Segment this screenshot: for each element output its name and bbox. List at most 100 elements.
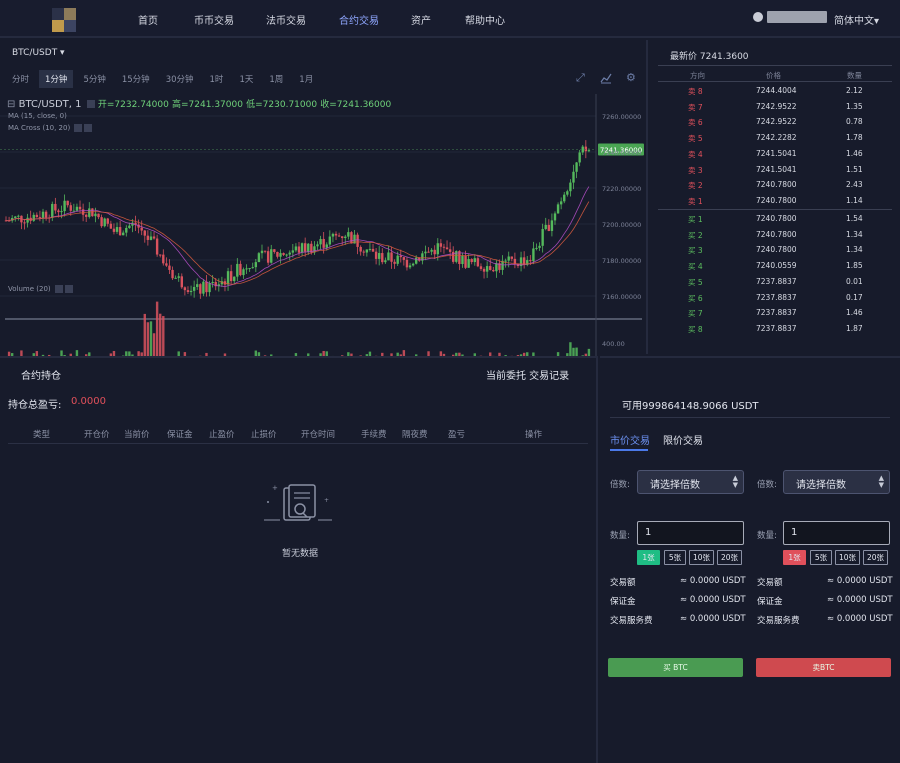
candle-body [387, 252, 390, 261]
sell-qty-chip-1[interactable]: 5张 [810, 550, 832, 565]
candle-body [550, 220, 554, 231]
candle-body [467, 259, 470, 268]
close-icon[interactable] [64, 285, 73, 293]
svg-text:+: + [324, 497, 329, 504]
volume-bar [162, 316, 165, 370]
sell-leverage-label: 倍数: [757, 480, 777, 490]
candle-body [452, 251, 455, 262]
nav-item-3[interactable]: 合约交易 [339, 16, 379, 27]
fullscreen-icon[interactable]: ⤢ [576, 71, 585, 84]
bid-side: 买 8 [688, 324, 703, 334]
column-header: 开仓价 [84, 430, 110, 440]
ask-row[interactable]: 卖 2 7240.7800 2.43 [650, 177, 900, 192]
nav-item-5[interactable]: 帮助中心 [465, 16, 505, 27]
candle-body [214, 281, 217, 287]
tab-limit-order[interactable]: 限价交易 [663, 436, 703, 447]
interval-tab-7[interactable]: 1周 [269, 75, 284, 85]
top-nav: 首页 币币交易 法币交易 合约交易 资产 帮助中心 简体中文▾ [0, 0, 900, 38]
buy-qty-chip-3[interactable]: 20张 [717, 550, 742, 565]
close-icon[interactable] [84, 124, 93, 132]
buy-qty-chip-0[interactable]: 1张 [637, 550, 660, 565]
candle-body [263, 250, 267, 252]
sell-qty-chip-3[interactable]: 20张 [863, 550, 888, 565]
nav-item-1[interactable]: 币币交易 [194, 16, 234, 27]
sell-qty-input[interactable]: 1 [783, 521, 890, 545]
buy-btc-button[interactable]: 买 BTC [608, 658, 743, 677]
ask-row[interactable]: 卖 6 7242.9522 0.78 [650, 114, 900, 129]
user-menu[interactable] [753, 11, 827, 23]
eye-icon[interactable] [86, 100, 95, 108]
pair-selector[interactable]: BTC/USDT ▾ [12, 48, 65, 58]
bid-row[interactable]: 买 8 7237.8837 1.87 [650, 321, 900, 336]
buy-leverage-select[interactable]: 请选择倍数 ▲ ▼ [637, 470, 744, 494]
buy-info-label: 保证金 [610, 597, 636, 607]
candle-body [402, 257, 406, 260]
candle-body [458, 251, 461, 265]
ask-row[interactable]: 卖 8 7244.4004 2.12 [650, 83, 900, 98]
candle-body [260, 250, 264, 254]
moving-average-line [5, 186, 590, 288]
candle-body [337, 235, 341, 237]
volume-bar [149, 321, 153, 370]
bid-row[interactable]: 买 5 7237.8837 0.01 [650, 274, 900, 289]
settings-gear-icon[interactable]: ⚙ [626, 71, 636, 84]
candle-body [94, 213, 97, 217]
candle-body [26, 217, 29, 223]
bid-row[interactable]: 买 6 7237.8837 0.17 [650, 290, 900, 305]
candle-body [122, 232, 125, 236]
candle-body [421, 253, 424, 261]
ask-row[interactable]: 卖 4 7241.5041 1.46 [650, 146, 900, 161]
sell-btc-button[interactable]: 卖BTC [756, 658, 891, 677]
buy-qty-input[interactable]: 1 [637, 521, 744, 545]
bid-row[interactable]: 买 3 7240.7800 1.34 [650, 242, 900, 257]
tab-market-order[interactable]: 市价交易 [610, 436, 650, 447]
nav-item-0[interactable]: 首页 [138, 16, 158, 27]
eye-icon[interactable] [74, 124, 83, 132]
sell-qty-chip-2[interactable]: 10张 [835, 550, 860, 565]
nav-item-2[interactable]: 法币交易 [266, 16, 306, 27]
interval-tab-6[interactable]: 1天 [239, 75, 254, 85]
interval-tab-1[interactable]: 1分钟 [39, 70, 74, 88]
ask-row[interactable]: 卖 3 7241.5041 1.51 [650, 162, 900, 177]
bid-row[interactable]: 买 7 7237.8837 1.46 [650, 305, 900, 320]
candle-body [78, 206, 82, 210]
bid-row[interactable]: 买 2 7240.7800 1.34 [650, 227, 900, 242]
candle-body [433, 249, 436, 255]
bid-row[interactable]: 买 1 7240.7800 1.54 [650, 211, 900, 226]
language-select[interactable]: 简体中文▾ [834, 16, 880, 27]
eye-icon[interactable] [54, 285, 63, 293]
buy-qty-chip-1[interactable]: 5张 [664, 550, 686, 565]
bid-row[interactable]: 买 4 7240.0559 1.85 [650, 258, 900, 273]
empty-document-icon: + + [264, 484, 332, 521]
bid-price: 7237.8837 [756, 323, 797, 333]
ask-row[interactable]: 卖 5 7242.2282 1.78 [650, 130, 900, 145]
ask-row[interactable]: 卖 7 7242.9522 1.35 [650, 99, 900, 114]
ask-side: 卖 3 [688, 165, 703, 175]
candle-body [128, 225, 131, 228]
interval-tab-5[interactable]: 1时 [209, 75, 224, 85]
interval-tab-4[interactable]: 30分钟 [165, 75, 194, 85]
candle-body [226, 271, 230, 285]
candlestick-chart[interactable]: 7241.36000 7260.00000 7240.00000 7220.00000… [0, 94, 646, 390]
logo[interactable] [52, 8, 76, 32]
sell-leverage-select[interactable]: 请选择倍数 ▲ ▼ [783, 470, 890, 494]
orders-history-tabs[interactable]: 当前委托 交易记录 [486, 371, 570, 382]
interval-tab-0[interactable]: 分时 [12, 75, 30, 85]
candle-body [374, 251, 378, 259]
interval-tab-8[interactable]: 1月 [299, 75, 314, 85]
candle-body [448, 249, 452, 252]
ask-side: 卖 5 [688, 134, 703, 144]
candle-body [251, 267, 254, 269]
candle-body [495, 263, 498, 272]
indicators-icon[interactable] [600, 72, 612, 84]
interval-tab-2[interactable]: 5分钟 [83, 75, 106, 85]
interval-tab-3[interactable]: 15分钟 [121, 75, 150, 85]
nav-item-4[interactable]: 资产 [411, 16, 431, 27]
divider [610, 417, 890, 418]
ask-row[interactable]: 卖 1 7240.7800 1.14 [650, 193, 900, 208]
candle-body [208, 283, 211, 293]
positions-panel: 合约持仓 当前委托 交易记录 持仓总盈亏: 0.0000 类型 开仓价 当前价 保证金… [0, 356, 598, 763]
collapse-icon[interactable]: ⊟ [7, 99, 16, 110]
sell-qty-chip-0[interactable]: 1张 [783, 550, 806, 565]
buy-qty-chip-2[interactable]: 10张 [689, 550, 714, 565]
